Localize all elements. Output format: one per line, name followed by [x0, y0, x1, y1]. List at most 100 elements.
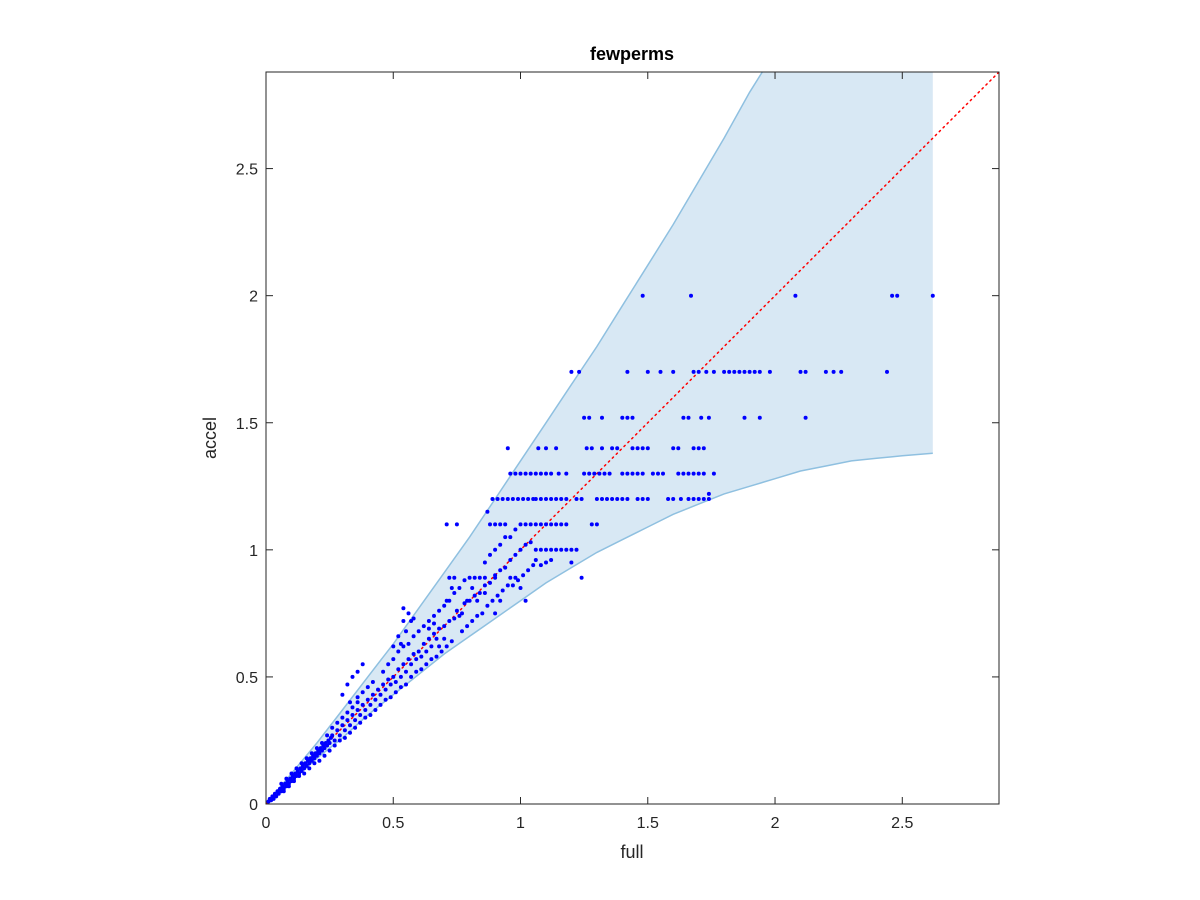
- data-point: [579, 497, 584, 501]
- data-point: [727, 369, 732, 374]
- data-point: [444, 644, 449, 649]
- data-point: [452, 616, 457, 621]
- x-tick-label: 2.5: [891, 815, 913, 832]
- data-point: [490, 497, 495, 501]
- data-point: [544, 547, 548, 552]
- data-point: [523, 598, 528, 603]
- data-point: [635, 497, 640, 501]
- data-point: [381, 669, 386, 674]
- data-point: [757, 369, 762, 374]
- data-point: [538, 563, 543, 568]
- data-point: [454, 522, 459, 527]
- data-point: [513, 552, 518, 557]
- data-point: [398, 641, 403, 646]
- y-axis-ticks: 0 0.5 1 1.5 2 2.5: [236, 162, 999, 814]
- data-point: [671, 497, 676, 501]
- data-point: [518, 586, 523, 590]
- data-point: [401, 619, 406, 623]
- data-point: [421, 624, 426, 629]
- data-point: [342, 735, 347, 740]
- band-area: [266, 72, 933, 804]
- data-point: [396, 649, 401, 654]
- data-point: [340, 715, 345, 720]
- data-point: [701, 497, 706, 501]
- data-point: [536, 446, 541, 451]
- data-point: [378, 702, 383, 707]
- plot-frame: [265, 71, 1000, 805]
- data-point: [348, 723, 352, 728]
- y-tick-label: 0.5: [236, 670, 258, 687]
- data-point: [404, 682, 408, 687]
- data-point: [271, 796, 276, 801]
- data-point: [345, 682, 350, 687]
- data-point: [360, 662, 365, 667]
- data-point: [549, 471, 554, 476]
- data-point: [335, 720, 340, 725]
- data-point: [503, 535, 508, 540]
- data-point: [437, 626, 442, 631]
- data-point: [526, 568, 531, 573]
- data-point: [549, 547, 554, 552]
- data-point: [312, 761, 317, 766]
- data-point: [503, 565, 508, 570]
- data-point: [493, 575, 498, 580]
- data-point: [701, 471, 706, 476]
- x-tick-label: 0.5: [382, 815, 404, 832]
- data-point: [414, 657, 419, 662]
- data-point: [544, 497, 548, 501]
- data-point: [569, 560, 574, 565]
- data-point: [526, 497, 531, 501]
- x-tick-label: 1.5: [637, 815, 659, 832]
- data-point: [302, 766, 307, 771]
- data-point: [350, 705, 355, 710]
- data-point: [330, 725, 335, 730]
- data-point: [320, 741, 324, 745]
- data-point: [480, 611, 485, 616]
- data-point: [284, 776, 289, 781]
- data-point: [409, 619, 414, 623]
- data-point: [607, 471, 612, 476]
- data-point: [401, 644, 406, 649]
- data-point: [419, 654, 424, 659]
- data-point: [409, 662, 414, 667]
- data-point: [289, 771, 294, 776]
- data-point: [465, 598, 470, 603]
- data-point: [686, 415, 691, 420]
- data-point: [309, 758, 314, 763]
- data-point: [544, 522, 548, 527]
- data-point: [640, 471, 645, 476]
- data-point: [671, 369, 676, 374]
- data-point: [434, 636, 439, 641]
- data-point: [676, 446, 681, 451]
- data-point: [793, 293, 798, 298]
- data-point: [442, 636, 447, 641]
- data-point: [325, 743, 330, 748]
- data-point: [424, 662, 429, 667]
- data-point: [314, 746, 319, 751]
- data-point: [498, 542, 503, 547]
- data-point: [411, 652, 416, 656]
- data-point: [274, 794, 279, 799]
- data-point: [297, 774, 302, 778]
- data-point: [358, 720, 363, 725]
- data-point: [411, 634, 416, 639]
- data-point: [442, 624, 447, 629]
- data-point: [449, 639, 454, 644]
- data-point: [391, 644, 396, 649]
- data-point: [625, 415, 630, 420]
- data-point: [370, 680, 375, 684]
- data-point: [521, 497, 526, 501]
- data-point: [533, 522, 538, 527]
- data-point: [350, 674, 355, 679]
- data-point: [538, 471, 543, 476]
- data-point: [482, 591, 487, 595]
- data-point: [493, 611, 498, 616]
- data-point: [691, 497, 696, 501]
- data-point: [630, 446, 635, 451]
- data-point: [523, 522, 528, 527]
- data-point: [365, 697, 370, 702]
- data-point: [803, 369, 808, 374]
- data-point: [516, 578, 520, 583]
- data-point: [353, 718, 358, 723]
- data-point: [340, 723, 345, 728]
